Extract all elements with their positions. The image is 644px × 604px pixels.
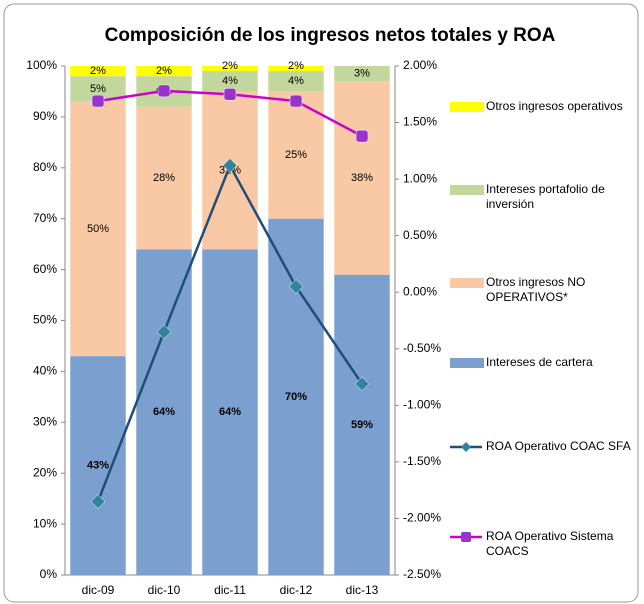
bar-segment xyxy=(334,274,390,575)
y-tick-label: 90% xyxy=(33,109,57,123)
data-label: 25% xyxy=(285,149,307,161)
legend-label: ROA Operativo Sistema COACS xyxy=(486,529,614,558)
bar-segment xyxy=(268,218,324,575)
data-label: 2% xyxy=(156,65,172,77)
legend-swatch xyxy=(461,532,471,542)
marker xyxy=(289,94,303,108)
y2-tick-label: -1.00% xyxy=(403,398,441,412)
data-label: 43% xyxy=(87,459,109,471)
data-label: 59% xyxy=(351,419,373,431)
x-tick-label: dic-10 xyxy=(148,583,181,597)
legend-swatch xyxy=(450,185,484,195)
y-tick-label: 0% xyxy=(40,567,58,581)
legend-swatch xyxy=(450,278,484,288)
bar-segment xyxy=(202,249,258,575)
bar-segment xyxy=(136,249,192,575)
y2-tick-label: 1.00% xyxy=(403,171,437,185)
plot xyxy=(70,66,390,575)
y-tick-label: 10% xyxy=(33,516,57,530)
marker xyxy=(355,129,369,143)
y2-tick-label: 0.50% xyxy=(403,228,437,242)
y-tick-label: 20% xyxy=(33,465,57,479)
y-tick-label: 40% xyxy=(33,364,57,378)
bar-segment xyxy=(70,66,126,77)
marker xyxy=(90,494,106,509)
x-tick-label: dic-09 xyxy=(82,583,115,597)
bar-segment xyxy=(334,66,390,82)
y2-tick-label: 0.00% xyxy=(403,284,437,298)
data-label: 4% xyxy=(288,75,304,87)
marker xyxy=(91,94,105,108)
y-tick-label: 50% xyxy=(33,313,57,327)
data-label: 64% xyxy=(219,406,241,418)
y-tick-label: 60% xyxy=(33,262,57,276)
data-label: 3% xyxy=(354,68,370,80)
data-label: 70% xyxy=(285,391,307,403)
x-tick-label: dic-11 xyxy=(214,583,246,597)
marker xyxy=(157,84,171,98)
y2-tick-label: -2.00% xyxy=(403,511,441,525)
y2-tick-label: 2.00% xyxy=(403,58,437,72)
marker xyxy=(288,279,304,294)
marker xyxy=(222,158,238,173)
data-label: 28% xyxy=(153,172,175,184)
y2-tick-label: -2.50% xyxy=(403,567,441,581)
bar-segment xyxy=(268,91,324,219)
bar-segment xyxy=(268,71,324,92)
y-tick-label: 70% xyxy=(33,211,57,225)
data-label: 64% xyxy=(153,406,175,418)
legend-label: Otros ingresos NO OPERATIVOS* xyxy=(486,275,586,304)
legend-label: Intereses de cartera xyxy=(486,355,593,369)
data-label: 38% xyxy=(351,172,373,184)
x-tick-label: dic-13 xyxy=(346,583,379,597)
x-tick-label: dic-12 xyxy=(280,583,313,597)
legend-swatch xyxy=(461,442,471,452)
marker xyxy=(156,324,172,340)
bar-segment xyxy=(334,81,390,275)
data-label: 2% xyxy=(222,60,238,72)
data-label: 5% xyxy=(90,83,106,95)
legend-label: Otros ingresos operativos xyxy=(486,99,623,113)
bar-segment xyxy=(70,101,126,357)
marker xyxy=(354,376,370,392)
chart-title: Composición de los ingresos netos totale… xyxy=(105,25,556,46)
data-label: 2% xyxy=(288,60,304,72)
data-label: 2% xyxy=(90,65,106,77)
bar-segment xyxy=(268,66,324,72)
bar-segment xyxy=(70,356,126,575)
y2-tick-label: -1.50% xyxy=(403,454,441,468)
legend-swatch xyxy=(450,358,484,368)
legend-label: Intereses portafolio de inversión xyxy=(486,182,605,211)
marker xyxy=(223,88,237,101)
y-tick-label: 80% xyxy=(33,160,57,174)
bar-segment xyxy=(202,66,258,72)
legend-label: ROA Operativo COAC SFA xyxy=(486,439,631,453)
data-label: 50% xyxy=(87,223,109,235)
y-tick-label: 30% xyxy=(33,414,57,428)
y2-tick-label: 1.50% xyxy=(403,115,437,129)
legend-swatch xyxy=(450,102,484,112)
y-tick-label: 100% xyxy=(26,58,57,72)
data-label: 4% xyxy=(222,75,238,87)
bar-segment xyxy=(202,71,258,92)
bar-segment xyxy=(136,106,192,250)
bar-segment xyxy=(136,66,192,77)
y2-tick-label: -0.50% xyxy=(403,341,441,355)
